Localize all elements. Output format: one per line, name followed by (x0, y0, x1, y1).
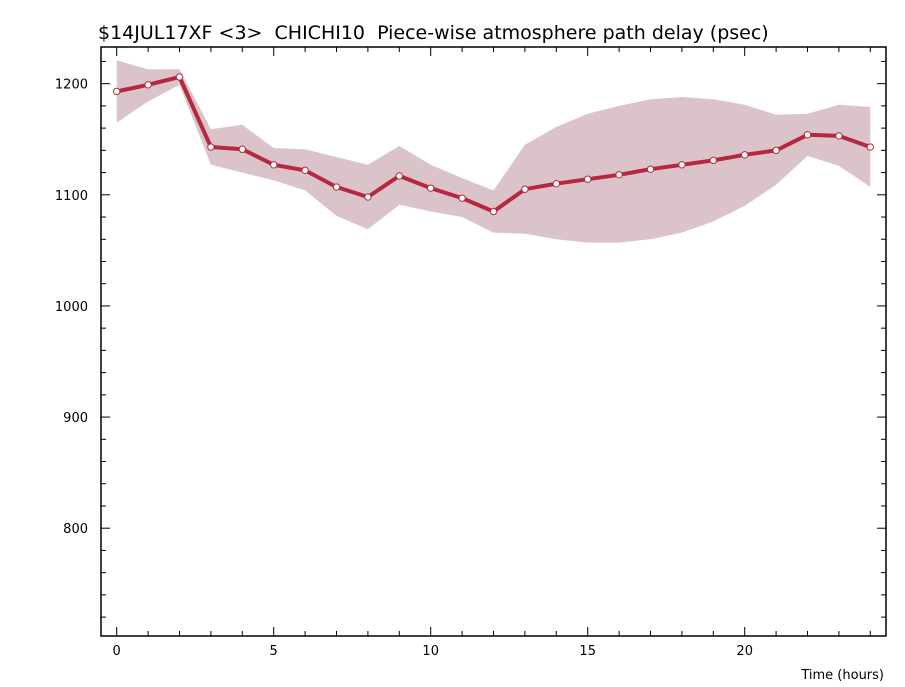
data-point (238, 145, 247, 153)
data-point (270, 161, 278, 169)
x-tick-label: 0 (113, 644, 121, 659)
data-point (175, 73, 184, 81)
plot-frame (100, 46, 887, 637)
data-point (584, 175, 592, 183)
y-tick-label: 800 (63, 522, 88, 537)
data-point (489, 207, 498, 216)
data-point (113, 87, 121, 96)
data-point (301, 166, 309, 175)
y-tick-label: 900 (63, 411, 88, 426)
y-tick-label: 1200 (55, 78, 88, 93)
data-point (772, 146, 780, 155)
data-point (364, 193, 372, 201)
x-tick-label: 10 (422, 644, 439, 659)
data-point (709, 156, 717, 165)
data-point (646, 165, 655, 173)
y-tick-label: 1000 (55, 300, 88, 315)
x-tick-label: 15 (579, 644, 596, 659)
data-point (458, 194, 466, 202)
x-axis-label: Time (hours) (800, 668, 884, 683)
data-point (741, 151, 749, 159)
error-band-layer (116, 60, 871, 243)
data-point (521, 185, 529, 193)
data-point (427, 184, 435, 192)
y-tick-label: 1100 (55, 189, 88, 204)
data-point (144, 81, 152, 89)
x-tick-label: 20 (736, 644, 753, 659)
data-point (866, 143, 874, 151)
data-point (678, 161, 686, 169)
data-point (207, 143, 215, 151)
axis-ticks (101, 47, 886, 636)
error-band (116, 60, 871, 243)
data-point (803, 131, 812, 139)
data-point (552, 179, 560, 188)
data-point (835, 132, 843, 140)
tick-labels: 0 5 10 15 20 800 900 1000 1100 1200 (55, 78, 753, 659)
data-point (615, 171, 623, 179)
x-tick-label: 5 (270, 644, 278, 659)
data-points (113, 73, 874, 216)
data-point (332, 183, 341, 191)
chart-title: $14JUL17XF <3> CHICHI10 Piece-wise atmos… (98, 22, 769, 44)
data-point (395, 172, 403, 180)
